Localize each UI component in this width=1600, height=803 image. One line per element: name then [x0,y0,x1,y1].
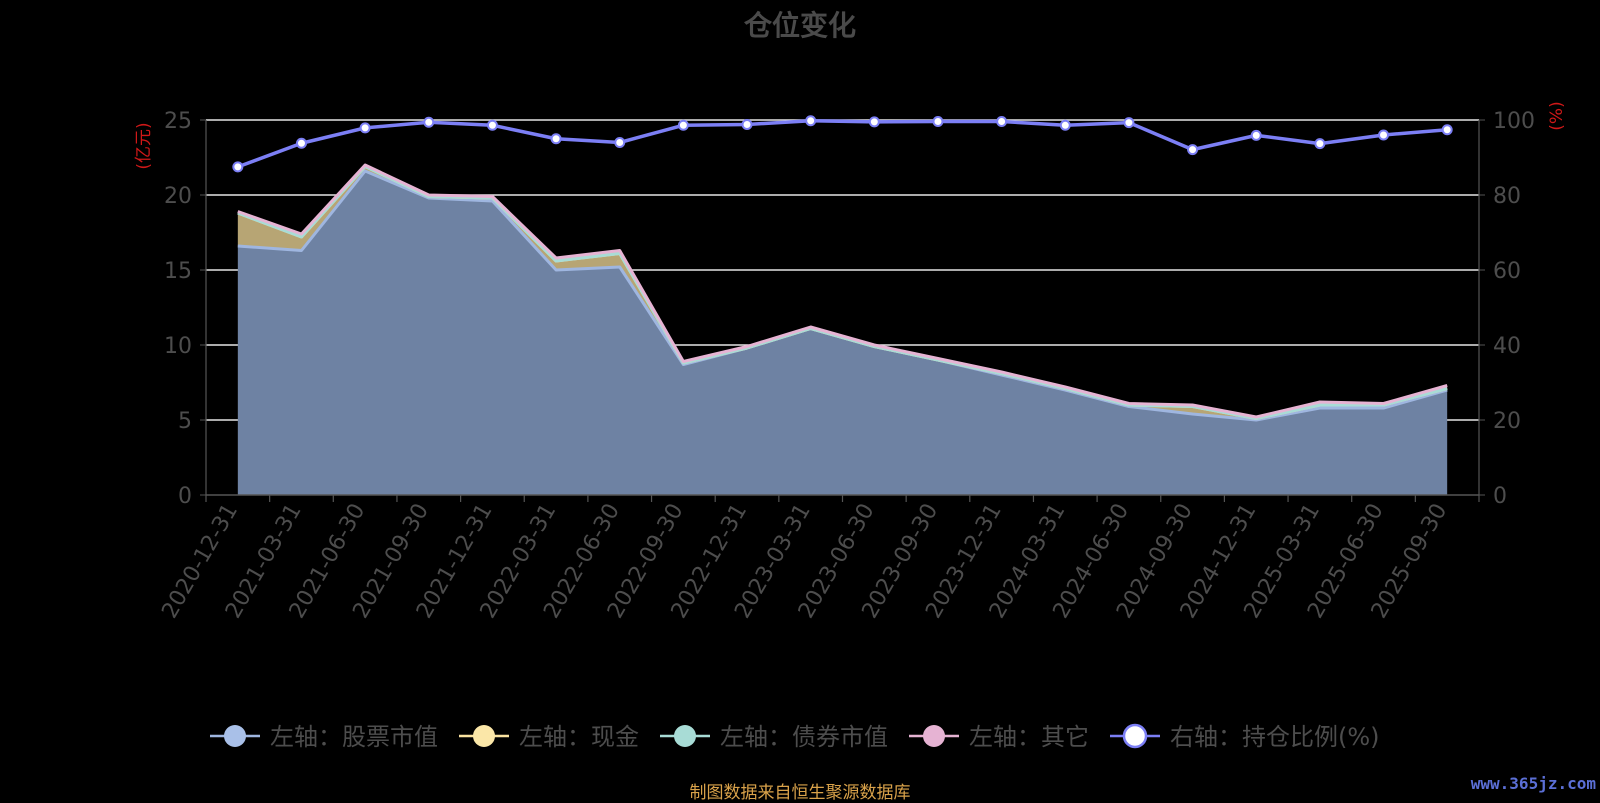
holding-ratio-point [550,133,562,145]
holding-ratio-point [295,137,307,149]
legend-marker-4 [923,725,945,747]
y-axis-label-right: (%) [1547,101,1567,130]
legend-label-2: 左轴：现金 [519,723,639,751]
legend-label-1: 左轴：股票市值 [270,723,438,751]
y-tick-label-right: 80 [1493,184,1521,209]
legend-label-3: 左轴：债券市值 [720,723,888,751]
y-tick-label-right: 60 [1493,259,1521,284]
area-1 [237,171,1448,495]
legend-label-4: 左轴：其它 [969,723,1089,751]
line-layer [232,115,1453,422]
y-tick-label-right: 0 [1493,484,1507,509]
holding-ratio-point [1059,119,1071,131]
holding-ratio-point [677,119,689,131]
holding-ratio-point [996,116,1008,127]
legend: 左轴：股票市值 左轴：现金 左轴：债券市值 左轴：其它 右轴：持仓比例(%) [210,723,1380,751]
y-tick-label-right: 40 [1493,334,1521,359]
legend-marker-3 [674,725,696,747]
y-tick-label-right: 100 [1493,109,1535,134]
holding-ratio-line [237,119,1448,169]
watermark: www.365jz.com [1470,774,1596,793]
y-tick-label-left: 5 [178,409,192,434]
y-tick-label-left: 0 [178,484,192,509]
holding-ratio-point [1378,129,1390,141]
area-layer [237,165,1448,495]
legend-marker-2 [473,725,495,747]
holding-ratio-point [1187,144,1199,156]
holding-ratio-point [1314,138,1326,150]
holding-ratio-point [423,116,435,128]
holding-ratio-point [741,119,753,130]
y-tick-label-left: 15 [164,259,192,284]
holding-ratio-point [805,115,817,127]
data-source-note: 制图数据来自恒生聚源数据库 [689,783,911,803]
legend-label-5: 右轴：持仓比例(%) [1170,723,1380,751]
holding-ratio-point [486,119,498,131]
holding-ratio-point [868,116,880,128]
holding-ratio-point [614,137,626,148]
chart-title: 仓位变化 [743,9,856,42]
y-axis-label-left: (亿元) [134,122,154,169]
y-tick-label-left: 10 [164,334,192,359]
legend-marker-1 [224,725,246,747]
holding-ratio-point [1123,117,1135,129]
y-tick-label-left: 20 [164,184,192,209]
legend-marker-5 [1122,723,1148,749]
y-tick-label-right: 20 [1493,409,1521,434]
holding-ratio-point [232,161,244,173]
holding-ratio-point [1441,124,1453,136]
y-tick-label-left: 25 [164,109,192,134]
holding-ratio-point [1250,129,1262,141]
holding-ratio-point [359,122,371,134]
series-line-4 [237,163,1448,419]
holding-ratio-point [932,116,944,127]
